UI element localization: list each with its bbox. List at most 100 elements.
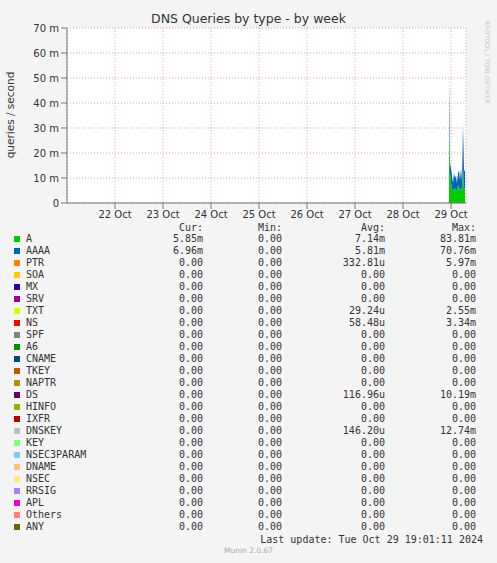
html-text:0.00: 0.00: [360, 329, 385, 340]
html-text:0.00: 0.00: [178, 305, 203, 316]
html-text:0.00: 0.00: [178, 413, 203, 424]
svg-text:40 m: 40 m: [33, 98, 59, 109]
svg-text:26 Oct: 26 Oct: [290, 209, 323, 220]
html-text:0.00: 0.00: [178, 353, 203, 364]
html-text:0.00: 0.00: [257, 389, 282, 400]
html-text:0.00: 0.00: [360, 413, 385, 424]
html-text:0.00: 0.00: [257, 233, 282, 244]
html-text:0.00: 0.00: [257, 365, 282, 376]
svg-text:24 Oct: 24 Oct: [194, 209, 227, 220]
html-text:0.00: 0.00: [257, 317, 282, 328]
html-text:TKEY: TKEY: [26, 365, 51, 376]
svg-text:25 Oct: 25 Oct: [242, 209, 275, 220]
svg-text:50 m: 50 m: [33, 73, 59, 84]
html-text:NS: NS: [26, 317, 38, 328]
html-text:0.00: 0.00: [178, 281, 203, 292]
html-text:0.00: 0.00: [360, 341, 385, 352]
html-text:0.00: 0.00: [178, 293, 203, 304]
svg-text:29 Oct: 29 Oct: [434, 209, 467, 220]
html-text:0.00: 0.00: [451, 401, 476, 412]
html-text:83.81m: 83.81m: [439, 233, 476, 244]
html-text:Avg:: Avg:: [360, 222, 385, 233]
html-text:0.00: 0.00: [360, 401, 385, 412]
html-text:0.00: 0.00: [451, 329, 476, 340]
html-text:DS: DS: [26, 389, 38, 400]
html-text:0.00: 0.00: [360, 293, 385, 304]
html-text:7.14m: 7.14m: [354, 233, 385, 244]
html-text:NAPTR: NAPTR: [26, 377, 57, 388]
html-text:0.00: 0.00: [178, 365, 203, 376]
html-text:3.34m: 3.34m: [445, 317, 476, 328]
html-text:0.00: 0.00: [360, 281, 385, 292]
html-text:2.55m: 2.55m: [445, 305, 476, 316]
svg-text:27 Oct: 27 Oct: [338, 209, 371, 220]
svg-text:10 m: 10 m: [33, 173, 59, 184]
svg-text:22 Oct: 22 Oct: [98, 209, 131, 220]
html-text:58.48u: 58.48u: [348, 317, 385, 328]
html-text:0.00: 0.00: [257, 413, 282, 424]
html-text:0.00: 0.00: [257, 293, 282, 304]
html-text:0.00: 0.00: [451, 269, 476, 280]
html-text:0.00: 0.00: [257, 245, 282, 256]
html-text:queries / second: queries / second: [4, 71, 16, 159]
html-text:IXFR: IXFR: [26, 413, 51, 424]
html-text:SOA: SOA: [26, 269, 45, 280]
html-text:5.97m: 5.97m: [445, 257, 476, 268]
html-text:0.00: 0.00: [257, 329, 282, 340]
html-text:0.00: 0.00: [178, 341, 203, 352]
svg-text:23 Oct: 23 Oct: [146, 209, 179, 220]
html-text:0.00: 0.00: [360, 365, 385, 376]
html-text:SPF: SPF: [26, 329, 45, 340]
html-text:5.81m: 5.81m: [354, 245, 385, 256]
html-text:6.96m: 6.96m: [172, 245, 203, 256]
svg-text:20 m: 20 m: [33, 148, 59, 159]
html-text:332.81u: 332.81u: [342, 257, 385, 268]
html-text:0.00: 0.00: [360, 269, 385, 280]
html-text:MX: MX: [26, 281, 38, 292]
html-text:0.00: 0.00: [451, 365, 476, 376]
html-text:0.00: 0.00: [451, 377, 476, 388]
html-text:0.00: 0.00: [178, 317, 203, 328]
html-text:5.85m: 5.85m: [172, 233, 203, 244]
html-text:0.00: 0.00: [178, 377, 203, 388]
html-text:0.00: 0.00: [257, 269, 282, 280]
html-text:0.00: 0.00: [257, 281, 282, 292]
html-text:SRV: SRV: [26, 293, 45, 304]
html-text:Cur:: Cur:: [178, 222, 203, 233]
html-text:0.00: 0.00: [178, 269, 203, 280]
html-text:0.00: 0.00: [257, 305, 282, 316]
html-text:116.96u: 116.96u: [342, 389, 385, 400]
html-text:29.24u: 29.24u: [348, 305, 385, 316]
html-text:0.00: 0.00: [257, 353, 282, 364]
html-text:A6: A6: [26, 341, 38, 352]
svg-text:0: 0: [53, 198, 59, 209]
html-text:0.00: 0.00: [451, 341, 476, 352]
html-text:0.00: 0.00: [257, 377, 282, 388]
html-text:0.00: 0.00: [178, 401, 203, 412]
html-text:DNS Queries by type - by week: DNS Queries by type - by week: [151, 11, 346, 26]
html-text:0.00: 0.00: [178, 329, 203, 340]
html-text:10.19m: 10.19m: [439, 389, 476, 400]
html-text:0.00: 0.00: [360, 377, 385, 388]
html-text:0.00: 0.00: [451, 293, 476, 304]
html-text:70.76m: 70.76m: [439, 245, 476, 256]
html-text:0.00: 0.00: [178, 257, 203, 268]
html-text:0.00: 0.00: [451, 353, 476, 364]
html-text:0.00: 0.00: [257, 401, 282, 412]
html-text:0.00: 0.00: [257, 257, 282, 268]
html-text:HINFO: HINFO: [26, 401, 57, 412]
html-text:Max:: Max:: [451, 222, 476, 233]
svg-text:30 m: 30 m: [33, 123, 59, 134]
html-text:0.00: 0.00: [451, 281, 476, 292]
html-text:0.00: 0.00: [257, 341, 282, 352]
html-text:Min:: Min:: [257, 222, 282, 233]
svg-text:70 m: 70 m: [33, 23, 59, 34]
html-text:PTR: PTR: [26, 257, 45, 268]
html-text:TXT: TXT: [26, 305, 45, 316]
html-text:0.00: 0.00: [178, 389, 203, 400]
html-text:0.00: 0.00: [360, 353, 385, 364]
svg-text:28 Oct: 28 Oct: [386, 209, 419, 220]
html-text:AAAA: AAAA: [26, 245, 51, 256]
svg-text:60 m: 60 m: [33, 48, 59, 59]
html-text:CNAME: CNAME: [26, 353, 57, 364]
